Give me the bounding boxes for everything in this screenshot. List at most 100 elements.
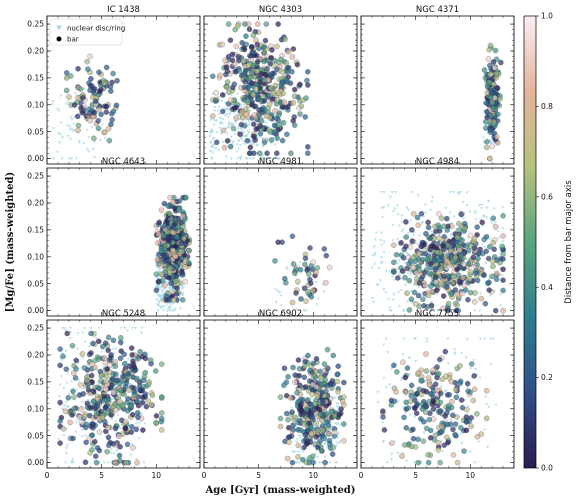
bar-point: [438, 279, 444, 285]
bar-point: [410, 435, 417, 442]
bar-point: [481, 236, 487, 243]
disc-point: [406, 208, 411, 212]
bar-point: [69, 412, 75, 418]
bar-point: [484, 108, 490, 115]
disc-point: [214, 147, 218, 150]
bar-point: [440, 293, 447, 299]
bar-point: [497, 96, 503, 102]
disc-point: [373, 251, 377, 255]
bar-point: [404, 265, 410, 272]
disc-point: [392, 293, 396, 296]
disc-point: [474, 210, 478, 213]
disc-point: [245, 134, 249, 137]
bar-point: [409, 227, 415, 233]
disc-point: [279, 294, 283, 298]
bar-point: [313, 356, 320, 362]
bar-point: [399, 453, 405, 459]
y-tick-label: 0.10: [27, 100, 44, 109]
bar-point: [487, 42, 494, 49]
bar-point: [94, 403, 100, 409]
bar-point: [224, 84, 231, 91]
disc-point: [478, 309, 482, 313]
disc-point: [498, 293, 502, 297]
bar-point: [436, 257, 443, 264]
disc-point: [267, 157, 271, 161]
bar-point: [63, 87, 70, 94]
bar-point: [302, 358, 308, 365]
bar-point: [438, 423, 445, 430]
bar-point: [261, 98, 268, 104]
disc-point: [382, 376, 386, 380]
disc-point: [379, 261, 383, 265]
disc-point: [155, 298, 159, 302]
disc-point: [492, 207, 496, 211]
disc-point: [66, 372, 70, 376]
bar-point: [158, 207, 165, 213]
bar-point: [389, 440, 395, 446]
colorbar-bar: [523, 15, 537, 469]
bar-point: [323, 410, 330, 417]
disc-point: [74, 430, 78, 434]
bar-point: [418, 210, 425, 217]
disc-point: [178, 307, 182, 311]
bar-point: [447, 421, 454, 427]
bar-point: [414, 391, 420, 397]
bar-point: [161, 242, 168, 249]
disc-point: [477, 440, 481, 444]
bar-point: [302, 261, 308, 268]
disc-point: [478, 337, 483, 341]
bar-point: [432, 432, 439, 439]
bar-point: [483, 387, 490, 394]
disc-point: [57, 109, 61, 113]
bar-point: [274, 135, 280, 141]
bar-point: [125, 371, 132, 377]
bar-point: [498, 59, 504, 66]
bar-point: [415, 436, 421, 443]
disc-point: [66, 100, 71, 104]
bar-point: [408, 296, 415, 302]
bar-point: [246, 62, 252, 68]
bar-point: [62, 408, 69, 415]
bar-point: [75, 66, 81, 72]
bar-point: [88, 330, 94, 337]
disc-point: [237, 139, 241, 143]
bar-point: [153, 420, 159, 426]
bar-point: [269, 70, 276, 77]
disc-point: [57, 395, 62, 399]
bar-point: [274, 43, 280, 50]
bar-point: [322, 280, 329, 286]
bar-point: [479, 219, 485, 226]
bar-point: [212, 98, 219, 104]
bar-point: [250, 133, 257, 139]
bar-point: [166, 210, 173, 217]
disc-point: [401, 228, 405, 232]
disc-point: [403, 261, 408, 265]
disc-point: [451, 191, 456, 194]
bar-point: [227, 143, 234, 150]
disc-point: [119, 326, 123, 330]
disc-point: [109, 447, 113, 451]
disc-point: [266, 125, 270, 128]
disc-point: [249, 142, 253, 146]
bar-point: [444, 227, 451, 233]
bar-point: [427, 452, 434, 458]
panel-points: [272, 233, 333, 313]
disc-point: [489, 363, 493, 367]
disc-point: [235, 130, 240, 134]
disc-point: [161, 292, 166, 296]
disc-point: [372, 245, 376, 249]
bar-point: [490, 105, 496, 112]
bar-point: [297, 417, 303, 424]
bar-point: [449, 398, 455, 405]
bar-point: [455, 272, 462, 279]
disc-point: [417, 234, 422, 238]
disc-point: [396, 400, 400, 404]
bar-point: [117, 444, 123, 450]
disc-point: [136, 425, 140, 429]
bar-point: [447, 248, 454, 254]
bar-point: [487, 243, 493, 250]
colorbar-tick-label: 1.0: [541, 12, 553, 21]
bar-point: [102, 340, 109, 346]
bar-point: [70, 370, 77, 376]
bar-point: [220, 127, 227, 134]
